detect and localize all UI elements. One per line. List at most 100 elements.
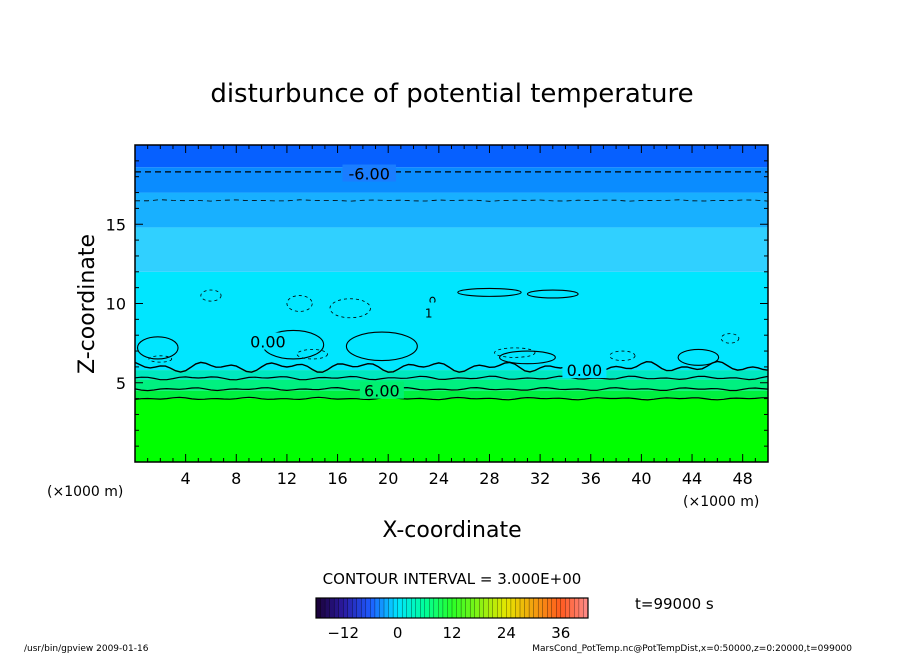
colorbar-segment-58 (578, 597, 584, 619)
contour-blob-2 (345, 331, 418, 362)
colorbar-segment-25 (429, 597, 435, 619)
colorbar-segment-18 (397, 597, 403, 619)
colorbar-segment-54 (560, 597, 566, 619)
contour-line-0 (134, 360, 769, 373)
colorbar-segment-44 (515, 597, 521, 619)
x-tick-label-10: 44 (682, 469, 702, 488)
x-tick-label-7: 32 (530, 469, 550, 488)
colorbar-segment-45 (519, 597, 525, 619)
field-band-7 (135, 167, 768, 193)
colorbar-segment-35 (474, 597, 480, 619)
colorbar-segment-10 (361, 597, 367, 619)
colorbar-segment-48 (533, 597, 539, 619)
colorbar-segment-12 (370, 597, 376, 619)
colorbar-segment-17 (392, 597, 399, 619)
contour-label-bg-1 (245, 332, 290, 350)
x-tick-label-0: 4 (181, 469, 191, 488)
colorbar-segment-29 (447, 597, 453, 619)
field-band-5 (135, 227, 768, 272)
colorbar-segment-24 (424, 597, 430, 619)
colorbar-segment-56 (569, 597, 575, 619)
colorbar-segment-38 (488, 597, 494, 619)
colorbar-segment-34 (469, 597, 476, 619)
colorbar-segment-49 (537, 597, 544, 619)
colorbar-segment-46 (524, 597, 530, 619)
x-tick-label-5: 24 (429, 469, 449, 488)
colorbar-segment-39 (492, 597, 498, 619)
colorbar-segment-4 (333, 597, 340, 619)
contour-neg-blob-1 (286, 295, 313, 312)
colorbar-segment-2 (324, 597, 331, 619)
colorbar-segment-26 (433, 597, 439, 619)
contour-label-bg-4 (420, 302, 437, 320)
x-tick-label-8: 36 (581, 469, 601, 488)
contour-neg-blob-4 (609, 350, 636, 361)
contour-line-9 (134, 396, 769, 401)
colorbar-segment-55 (565, 597, 571, 619)
contour-blob-0 (136, 336, 179, 360)
x-axis-unit-left: (×1000 m) (47, 484, 123, 500)
contour-line-neg3 (135, 199, 769, 202)
y-tick-label-2: 15 (106, 215, 126, 234)
contour-label-bg-0 (342, 164, 396, 182)
footer-right-text: MarsCond_PotTemp.nc@PotTempDist,x=0:5000… (532, 644, 852, 654)
contour-neg-blob-5 (720, 333, 740, 344)
contour-blob-7 (677, 348, 720, 366)
contour-label-4: 1 (425, 306, 433, 320)
colorbar-segment-6 (343, 597, 349, 619)
footer-left-text: /usr/bin/gpview 2009-01-16 (24, 644, 149, 654)
y-axis-label: Z-coordinate (75, 234, 100, 374)
colorbar-segment-42 (506, 597, 512, 619)
colorbar-segment-9 (356, 597, 362, 619)
x-tick-label-1: 8 (231, 469, 241, 488)
contour-neg-blob-2 (329, 298, 371, 319)
field-band-2 (135, 379, 768, 391)
contour-label-bg-3 (359, 381, 404, 399)
contour-neg-blob-0 (200, 289, 222, 302)
colorbar-segment-7 (347, 597, 353, 619)
colorbar-segment-22 (415, 597, 421, 619)
x-tick-label-2: 12 (277, 469, 297, 488)
colorbar-tick-label-2: 12 (442, 624, 461, 642)
contour-label-3: 6.00 (364, 382, 400, 401)
x-tick-label-3: 16 (327, 469, 347, 488)
colorbar-segment-28 (442, 597, 448, 619)
colorbar-segment-20 (406, 597, 412, 619)
colorbar-segment-23 (420, 597, 426, 619)
colorbar-segment-51 (547, 597, 553, 619)
colorbar-segment-47 (528, 597, 535, 619)
field-band-8 (135, 145, 768, 168)
colorbar: −12 0 12 24 36 (315, 597, 589, 642)
colorbar-segment-43 (510, 597, 516, 619)
colorbar-segment-13 (374, 597, 380, 619)
chart-title: disturbunce of potential temperature (210, 79, 693, 109)
contour-line-3 (134, 375, 769, 381)
colorbar-segment-15 (383, 597, 389, 619)
colorbar-segment-57 (574, 597, 580, 619)
colorbar-segment-50 (542, 597, 548, 619)
colorbar-segment-5 (338, 597, 344, 619)
contour-interval-text: CONTOUR INTERVAL = 3.000E+00 (323, 570, 582, 588)
x-tick-label-6: 28 (479, 469, 499, 488)
colorbar-tick-label-1: 0 (393, 624, 403, 642)
contour-neg-blob-3 (494, 347, 536, 358)
contour-label-2: 0.00 (567, 361, 603, 380)
field-band-3 (135, 370, 768, 380)
time-label: t=99000 s (635, 595, 714, 613)
colorbar-segment-8 (352, 597, 358, 619)
colorbar-segment-21 (411, 597, 417, 619)
colorbar-segment-32 (460, 597, 467, 619)
colorbar-segment-1 (320, 597, 326, 619)
contour-neg-blob-7 (148, 355, 173, 363)
colorbar-segment-52 (551, 597, 557, 619)
contour-label-1: 0.00 (250, 333, 286, 352)
colorbar-segment-41 (501, 597, 507, 619)
x-axis-unit-right: (×1000 m) (683, 494, 759, 510)
y-tick-label-0: 5 (116, 374, 126, 393)
colorbar-segment-30 (451, 597, 457, 619)
colorbar-segment-14 (379, 597, 385, 619)
colorbar-frame (315, 597, 589, 619)
colorbar-segment-19 (401, 597, 408, 619)
contour-neg-blob-6 (296, 349, 328, 360)
